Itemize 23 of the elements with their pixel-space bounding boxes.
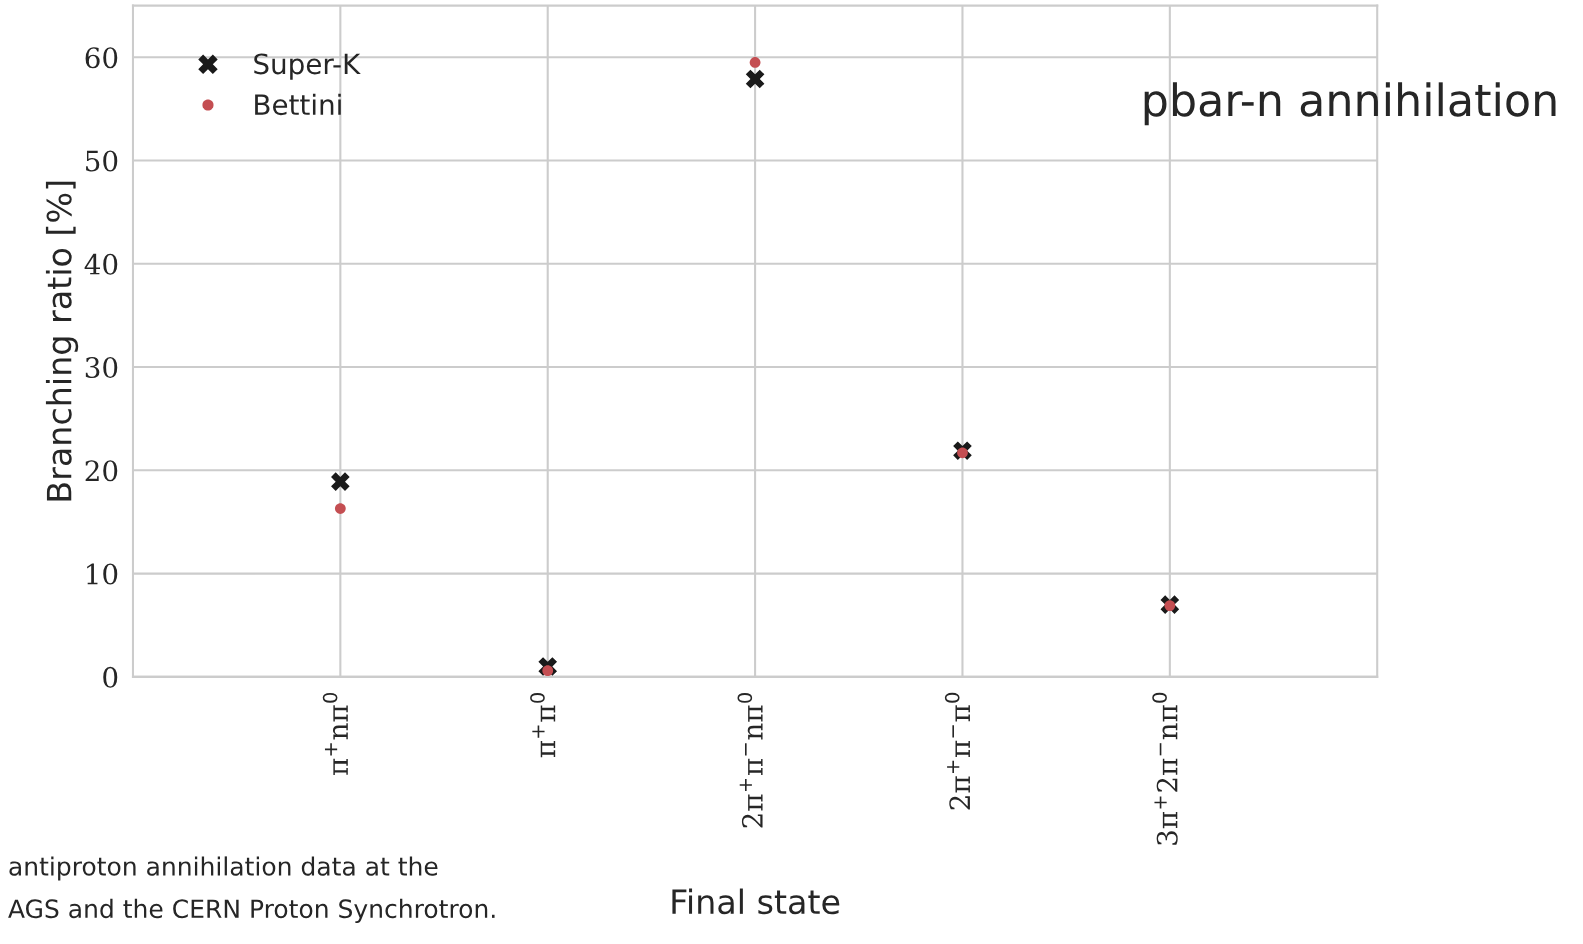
y-tick-label: 10 bbox=[87, 563, 118, 585]
x-tick-label: π$^{+}$π$^{0}$ bbox=[530, 693, 556, 758]
x-tick-label: π$^{+}$nπ$^{0}$ bbox=[322, 692, 348, 776]
text: antiproton annihilation data at the bbox=[9, 856, 438, 881]
point bbox=[334, 503, 346, 514]
y-tick-label: 60 bbox=[85, 47, 118, 69]
legend-label: Super-K bbox=[254, 53, 361, 80]
y-tick-label: 30 bbox=[85, 357, 118, 379]
point bbox=[331, 472, 350, 492]
legend-label: Bettini bbox=[255, 93, 341, 116]
point bbox=[749, 57, 761, 68]
x-axis-title: Final state bbox=[672, 888, 840, 915]
x-tick-label: 2π$^{+}$π$^{−}$nπ$^{0}$ bbox=[737, 693, 763, 828]
y-tick-label: 40 bbox=[84, 253, 118, 275]
x-tick-label: 3π$^{+}$2π$^{−}$nπ$^{0}$ bbox=[1152, 692, 1178, 845]
y-tick-label: 0 bbox=[103, 666, 118, 688]
y-axis-title: Branching ratio [%] bbox=[45, 181, 79, 501]
y-tick-label: 20 bbox=[85, 460, 118, 482]
point bbox=[745, 69, 765, 89]
text: pbar-n annihilation bbox=[1144, 82, 1556, 126]
text: AGS and the CERN Proton Synchrotron. bbox=[8, 898, 495, 924]
x-tick-label: 2π$^{+}$π$^{−}$π$^{0}$ bbox=[944, 692, 970, 810]
y-tick-label: 50 bbox=[86, 150, 118, 172]
